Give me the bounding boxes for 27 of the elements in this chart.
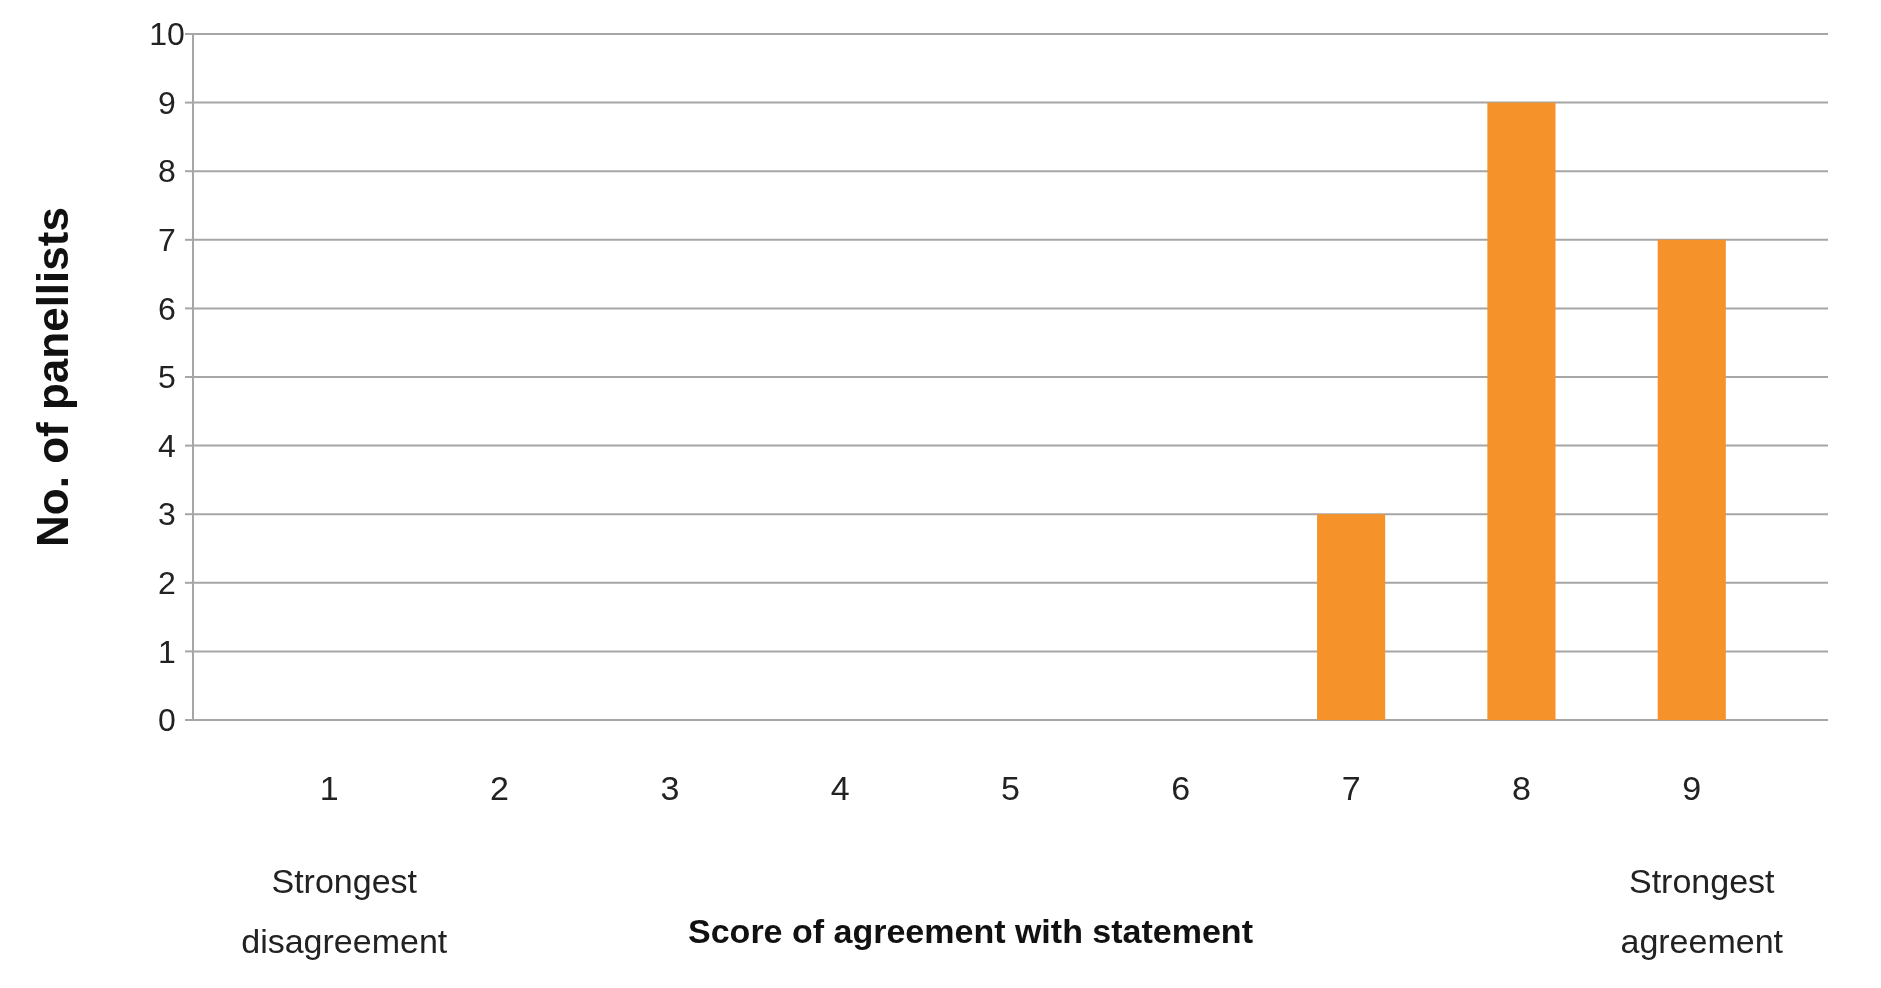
text: Strongest disagreement bbox=[241, 862, 448, 960]
x-tick-label: 1 bbox=[319, 769, 339, 807]
x-tick-label: 8 bbox=[1511, 769, 1531, 807]
y-tick-label: 4 bbox=[158, 427, 176, 464]
x-tick-label: 2 bbox=[490, 769, 510, 807]
x-tick-label: 9 bbox=[1682, 769, 1702, 807]
x-axis-title: Score of agreement with statement bbox=[688, 912, 1253, 950]
x-tick-label: 3 bbox=[660, 769, 680, 807]
text: Strongest agreement bbox=[1620, 862, 1784, 960]
x-tick-label: 4 bbox=[830, 769, 850, 807]
x-tick-label: 7 bbox=[1341, 769, 1361, 807]
bar bbox=[1657, 239, 1726, 720]
y-tick-label: 2 bbox=[158, 565, 176, 601]
y-tick-label: 9 bbox=[158, 84, 176, 121]
x-tick-label: 6 bbox=[1171, 769, 1191, 807]
y-tick-label: 0 bbox=[158, 702, 176, 739]
y-tick-label: 6 bbox=[158, 290, 176, 327]
y-tick-label: 8 bbox=[158, 153, 176, 190]
y-tick-label: 3 bbox=[158, 496, 176, 533]
y-tick-label: 5 bbox=[158, 359, 176, 396]
y-tick-label: 7 bbox=[158, 222, 176, 258]
x-tick-label: 5 bbox=[1001, 769, 1020, 807]
y-tick-label: 10 bbox=[149, 16, 185, 53]
y-axis-title: No. of panellists bbox=[28, 207, 77, 547]
y-tick-label: 1 bbox=[158, 633, 176, 670]
bar bbox=[1317, 514, 1386, 720]
bar bbox=[1487, 102, 1556, 720]
